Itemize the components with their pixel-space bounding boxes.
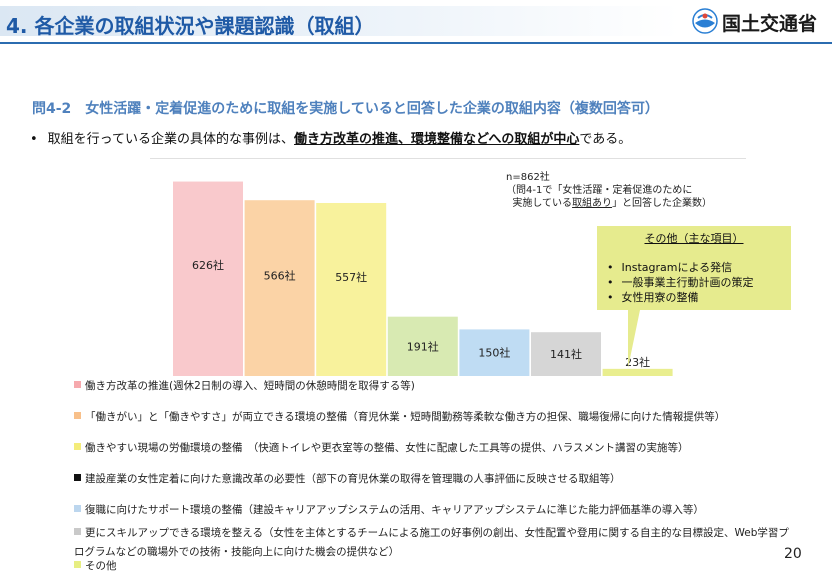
page-number: 20 <box>784 546 802 562</box>
note-line-3a: 実施している <box>512 198 573 209</box>
legend-swatch <box>74 443 81 450</box>
legend-item: 働きやすい現場の労働環境の整備 （快適トイレや更衣室等の整備、女性に配慮した工具… <box>74 440 689 455</box>
header-rule <box>0 42 832 44</box>
legend-item: 更にスキルアップできる環境を整える（女性を主体とするチームによる施工の好事例の創… <box>74 524 794 562</box>
bar <box>387 316 458 376</box>
legend-swatch <box>74 528 81 535</box>
bar-value-label: 23社 <box>625 355 650 369</box>
note-line-2: （問4-1で「女性活躍・定着促進のために <box>506 185 693 196</box>
legend-swatch <box>74 381 81 388</box>
legend-swatch <box>74 474 81 481</box>
callout-connector <box>628 310 640 368</box>
sample-size: n=862社 <box>506 172 550 183</box>
legend-label: 「働きがい」と「働きやすさ」が両立できる環境の整備（育児休業・短時間勤務等柔軟な… <box>85 411 726 423</box>
bullet-dot: • <box>30 132 38 147</box>
bar <box>244 200 315 376</box>
plot-top-rule <box>150 158 746 159</box>
bar-chart: 626社 566社 557社 191社 150社 141社 23社 <box>173 181 673 376</box>
bar <box>173 181 243 376</box>
bar-value-label: 557社 <box>335 270 367 284</box>
ministry-emblem-icon <box>692 8 718 34</box>
legend-label: 働きやすい現場の労働環境の整備 （快適トイレや更衣室等の整備、女性に配慮した工具… <box>85 442 689 454</box>
other-item: 一般事業主行動計画の策定 <box>607 275 754 290</box>
summary-after: である。 <box>579 132 632 147</box>
legend-label: 更にスキルアップできる環境を整える（女性を主体とするチームによる施工の好事例の創… <box>74 527 789 558</box>
legend-swatch <box>74 412 81 419</box>
legend-item: その他 <box>74 558 117 573</box>
header: 4. 各企業の取組状況や課題認識（取組） 国土交通省 <box>0 0 832 44</box>
legend-swatch <box>74 505 81 512</box>
sample-size-note: n=862社 （問4-1で「女性活躍・定着促進のために 実施している取組あり」と… <box>506 171 712 210</box>
other-items-list: Instagramによる発信 一般事業主行動計画の策定 女性用寮の整備 <box>607 260 754 305</box>
question-heading: 問4-2 女性活躍・定着促進のために取組を実施していると回答した企業の取組内容（… <box>32 101 659 117</box>
other-items-callout: その他（主な項目） Instagramによる発信 一般事業主行動計画の策定 女性… <box>597 226 791 310</box>
bar <box>531 332 601 376</box>
summary-emphasis: 働き方改革の推進、環境整備などへの取組が中心 <box>294 132 580 147</box>
summary-before: 取組を行っている企業の具体的な事例は、 <box>47 132 295 147</box>
bar <box>316 202 387 376</box>
note-underlined: 取組あり <box>572 198 613 209</box>
legend-item: 「働きがい」と「働きやすさ」が両立できる環境の整備（育児休業・短時間勤務等柔軟な… <box>74 409 725 424</box>
bar-value-label: 626社 <box>192 258 224 272</box>
legend-item: 復職に向けたサポート環境の整備（建設キャリアアップシステムの活用、キャリアアップ… <box>74 502 704 517</box>
legend-label: 復職に向けたサポート環境の整備（建設キャリアアップシステムの活用、キャリアアップ… <box>85 504 704 516</box>
legend-label: その他 <box>85 560 117 572</box>
legend-item: 働き方改革の推進(週休2日制の導入、短時間の休憩時間を取得する等) <box>74 378 415 393</box>
note-line-3: 実施している取組あり」と回答した企業数） <box>506 197 712 210</box>
legend-label: 働き方改革の推進(週休2日制の導入、短時間の休憩時間を取得する等) <box>85 380 415 392</box>
summary-line: • 取組を行っている企業の具体的な事例は、働き方改革の推進、環境整備などへの取組が… <box>30 128 631 147</box>
bar <box>459 329 530 376</box>
other-callout-title: その他（主な項目） <box>644 232 744 245</box>
legend-label: 建設産業の女性定着に向けた意識改革の必要性（部下の育児休業の取得を管理職の人事評… <box>85 473 621 485</box>
ministry-name: 国土交通省 <box>722 13 818 35</box>
bar-value-label: 150社 <box>478 346 510 360</box>
ministry-logo: 国土交通省 <box>692 6 828 36</box>
legend-swatch <box>74 561 81 568</box>
other-item: Instagramによる発信 <box>607 260 754 275</box>
legend-item: 建設産業の女性定着に向けた意識改革の必要性（部下の育児休業の取得を管理職の人事評… <box>74 471 621 486</box>
bar <box>602 368 673 376</box>
other-item: 女性用寮の整備 <box>607 290 754 305</box>
page-title: 4. 各企業の取組状況や課題認識（取組） <box>6 14 375 38</box>
bar-value-label: 141社 <box>550 347 582 361</box>
header-band <box>0 6 680 36</box>
note-line-3b: 」と回答した企業数） <box>612 198 713 209</box>
bar-value-label: 566社 <box>264 268 296 282</box>
bar-value-label: 191社 <box>407 339 439 353</box>
